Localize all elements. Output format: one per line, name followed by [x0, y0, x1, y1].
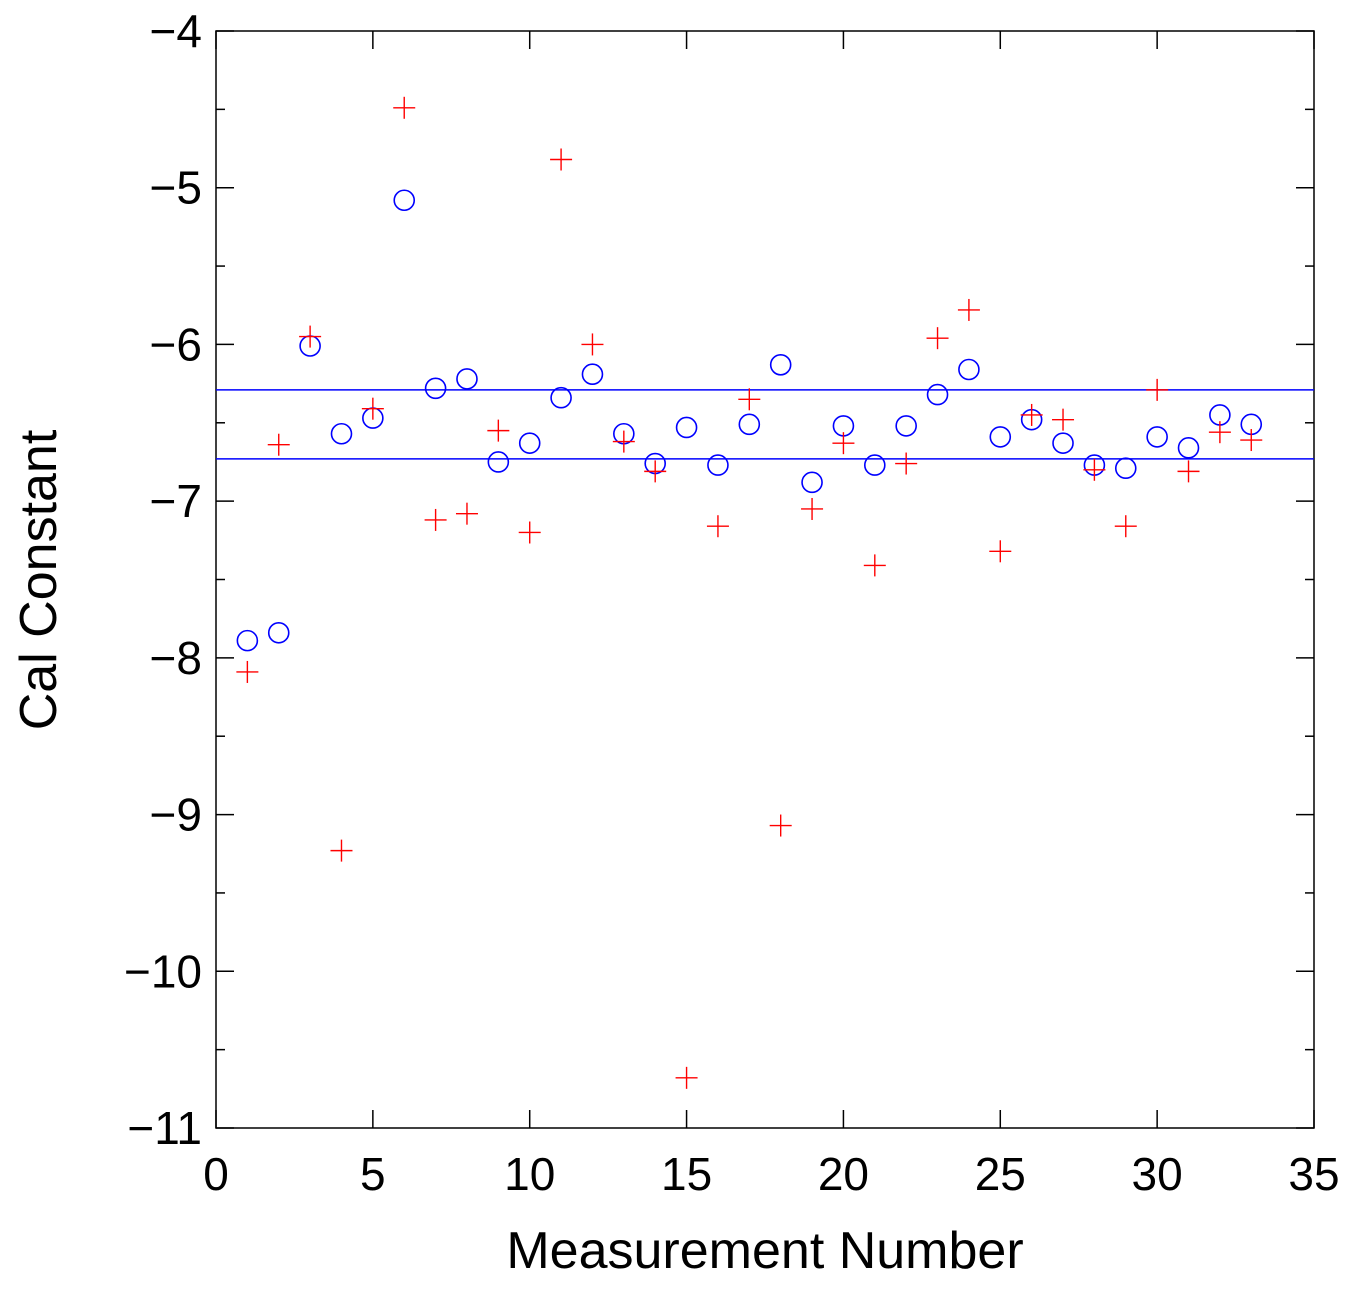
data-point-circle [1052, 432, 1074, 454]
data-point-circle [989, 426, 1012, 448]
y-axis-title: Cal Constant [10, 429, 68, 730]
data-point-circle [518, 432, 541, 454]
data-point-circle [895, 415, 917, 437]
y-tick-label: −10 [124, 945, 202, 997]
data-point-circle [424, 377, 447, 400]
data-point-plus [550, 148, 573, 171]
data-point-plus [518, 521, 541, 544]
y-tick-label: −5 [150, 162, 202, 214]
y-tick-label: −8 [150, 632, 202, 684]
data-point-circle [393, 189, 416, 212]
axis-ticks [215, 30, 1315, 1129]
data-point-circle [550, 386, 572, 409]
data-point-plus [267, 433, 290, 456]
data-point-plus [1177, 460, 1200, 483]
data-point-circle [1114, 457, 1137, 480]
data-point-plus [424, 508, 447, 531]
data-point-circle [487, 451, 510, 473]
data-point-plus [361, 397, 384, 420]
data-point-plus [644, 460, 667, 483]
x-tick-label: 10 [504, 1148, 555, 1200]
data-point-plus [895, 452, 918, 475]
x-tick-label: 5 [360, 1148, 386, 1200]
x-tick-label: 20 [818, 1148, 869, 1200]
data-point-circle [769, 354, 792, 376]
data-point-plus [487, 419, 510, 442]
y-tick-label: −11 [127, 1102, 202, 1154]
data-point-plus [801, 497, 824, 520]
data-point-plus [832, 432, 855, 455]
data-point-plus [581, 333, 604, 356]
x-tick-label: 15 [661, 1148, 712, 1200]
data-point-plus [769, 814, 792, 837]
data-point-plus [1240, 429, 1263, 452]
data-marks [236, 96, 1263, 1089]
data-point-plus [612, 430, 635, 453]
tick-labels: 0 5 10 15 20 25 30 35 −11 −10 −9 −8 −7 −6 −5 −4 [124, 5, 1340, 1200]
data-point-plus [863, 554, 886, 577]
data-point-circle [926, 383, 949, 406]
data-point-plus [330, 839, 353, 862]
data-point-plus [236, 660, 259, 683]
data-point-circle [267, 621, 290, 644]
y-tick-label: −6 [150, 318, 202, 370]
data-point-circle [581, 363, 604, 386]
data-point-circle [456, 368, 478, 390]
data-point-circle [675, 416, 698, 439]
data-point-plus [957, 298, 980, 321]
data-point-circle [801, 471, 823, 494]
data-point-circle [738, 413, 761, 436]
y-tick-label: −4 [150, 5, 202, 57]
data-point-circle [1177, 437, 1200, 459]
data-point-plus [738, 388, 761, 411]
data-point-plus [706, 515, 729, 538]
data-point-plus [1052, 408, 1075, 431]
data-point-plus [1020, 403, 1043, 426]
data-point-circle [958, 358, 980, 381]
x-tick-label: 0 [203, 1148, 229, 1200]
data-point-plus [393, 96, 416, 119]
x-tick-label: 35 [1288, 1148, 1339, 1200]
data-point-circle [236, 629, 259, 652]
data-point-plus [1208, 421, 1231, 444]
data-point-circle [1146, 426, 1168, 448]
data-point-plus [299, 325, 322, 348]
x-tick-label: 30 [1132, 1148, 1183, 1200]
data-point-circle [863, 454, 886, 476]
data-point-plus [1114, 515, 1137, 538]
data-point-plus [989, 540, 1012, 563]
x-tick-label: 25 [975, 1148, 1026, 1200]
data-point-circle [707, 454, 729, 476]
y-tick-label: −9 [150, 789, 202, 841]
plot-frame [215, 30, 1315, 1129]
y-tick-label: −7 [150, 475, 202, 527]
data-point-plus [675, 1066, 698, 1089]
x-axis-title: Measurement Number [506, 1222, 1023, 1280]
data-point-plus [1083, 458, 1106, 481]
data-point-plus [926, 327, 949, 350]
data-point-circle [330, 422, 353, 445]
data-point-plus [1146, 378, 1169, 401]
data-point-plus [455, 502, 478, 525]
